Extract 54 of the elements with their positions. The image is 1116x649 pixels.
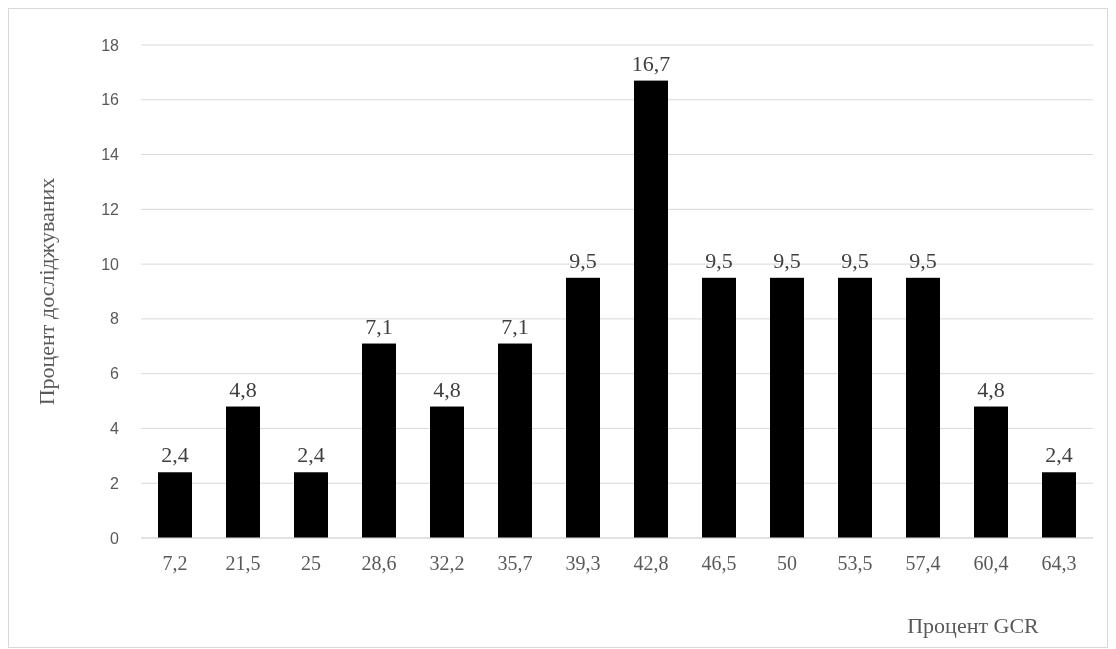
bar <box>430 406 464 538</box>
data-label: 9,5 <box>909 247 937 273</box>
x-tick-label: 50 <box>777 552 797 574</box>
bar <box>226 406 260 538</box>
x-tick-label: 7,2 <box>162 552 188 574</box>
x-tick-label: 57,4 <box>905 552 941 574</box>
x-tick-label: 53,5 <box>837 552 873 574</box>
y-tick-label: 0 <box>110 529 120 547</box>
data-label: 9,5 <box>705 247 733 273</box>
y-tick-label: 10 <box>101 255 120 273</box>
data-label: 2,4 <box>161 442 189 468</box>
data-label: 4,8 <box>977 376 1005 402</box>
y-tick-label: 14 <box>101 146 120 164</box>
x-tick-label: 25 <box>301 552 321 574</box>
bar <box>974 406 1008 538</box>
y-axis-title: Процент досліджуваних <box>34 177 59 406</box>
bar <box>770 277 804 538</box>
data-label: 2,4 <box>1045 442 1073 468</box>
x-tick-label: 21,5 <box>225 552 261 574</box>
data-label: 4,8 <box>433 376 461 402</box>
bar <box>838 277 872 538</box>
bar <box>566 277 600 538</box>
y-tick-label: 8 <box>110 310 120 328</box>
bar <box>634 80 668 538</box>
bar <box>362 343 396 538</box>
x-tick-label: 60,4 <box>973 552 1009 574</box>
data-label: 4,8 <box>229 376 257 402</box>
data-label: 7,1 <box>501 313 529 339</box>
bar <box>702 277 736 538</box>
x-tick-label: 32,2 <box>429 552 465 574</box>
data-label: 2,4 <box>297 442 325 468</box>
y-tick-label: 18 <box>101 36 120 54</box>
data-label: 16,7 <box>631 50 671 76</box>
y-tick-label: 2 <box>110 474 120 492</box>
y-tick-label: 6 <box>110 365 120 383</box>
bar <box>498 343 532 538</box>
data-label: 7,1 <box>365 313 393 339</box>
data-label: 9,5 <box>773 247 801 273</box>
y-tick-label: 4 <box>110 420 120 438</box>
x-tick-label: 42,8 <box>633 552 669 574</box>
x-tick-label: 28,6 <box>361 552 397 574</box>
y-tick-label: 12 <box>101 200 120 218</box>
x-tick-label: 46,5 <box>701 552 737 574</box>
bar <box>294 472 328 538</box>
bar <box>158 472 192 538</box>
x-tick-label: 35,7 <box>497 552 533 574</box>
x-axis-title: Процент GCR <box>907 613 1040 638</box>
x-tick-label: 39,3 <box>565 552 601 574</box>
y-tick-label: 16 <box>101 91 120 109</box>
data-label: 9,5 <box>569 247 597 273</box>
bar <box>1042 472 1076 538</box>
x-tick-label: 64,3 <box>1041 552 1077 574</box>
bar <box>906 277 940 538</box>
data-label: 9,5 <box>841 247 869 273</box>
